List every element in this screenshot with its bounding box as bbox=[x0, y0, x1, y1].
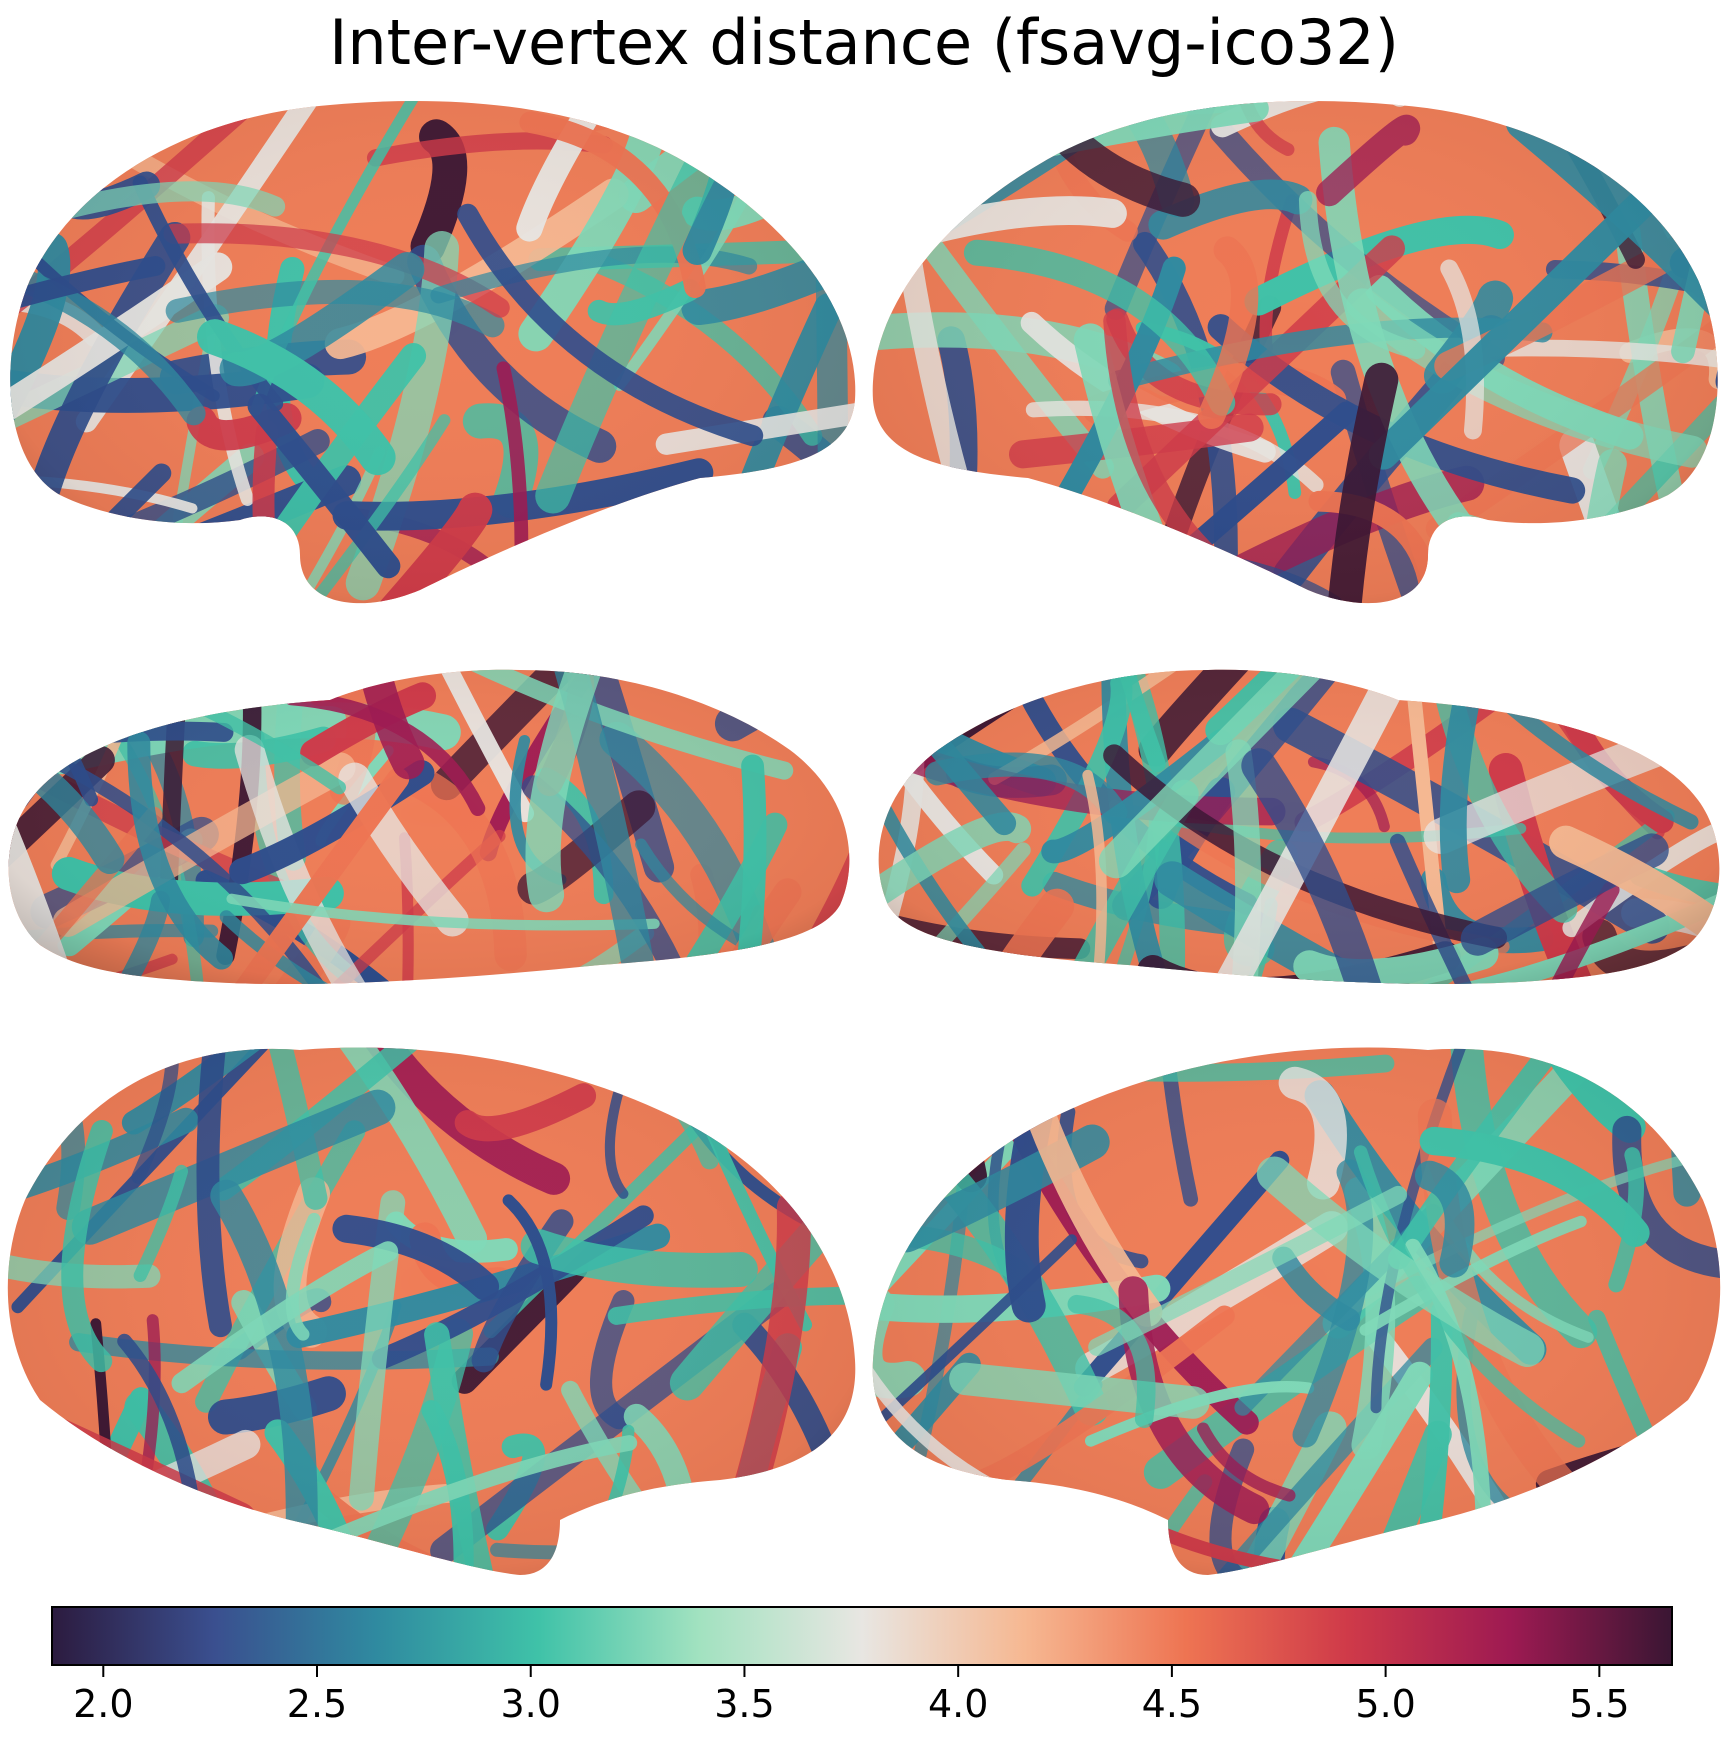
colorbar-tick-label: 5.5 bbox=[1569, 1682, 1629, 1726]
figure-title: Inter-vertex distance (fsavg-ico32) bbox=[329, 6, 1399, 79]
colorbar: 2.0 2.5 3.0 3.5 4.0 4.5 5.0 5.5 bbox=[51, 1606, 1673, 1726]
colorbar-ticks: 2.0 2.5 3.0 3.5 4.0 4.5 5.0 5.5 bbox=[73, 1665, 1630, 1726]
brain-lateral-right bbox=[872, 100, 1718, 604]
colorbar-tick-label: 4.5 bbox=[1142, 1682, 1202, 1726]
colorbar-tick-label: 3.0 bbox=[501, 1682, 561, 1726]
colorbar-tick-label: 4.0 bbox=[928, 1682, 988, 1726]
colorbar-gradient bbox=[51, 1606, 1673, 1666]
colorbar-tick-label: 2.0 bbox=[73, 1682, 133, 1726]
brain-medial-right bbox=[872, 1047, 1721, 1575]
colorbar-tick-label: 5.0 bbox=[1355, 1682, 1415, 1726]
surface-map-lateral-right bbox=[872, 100, 1718, 604]
colorbar-tick-label: 2.5 bbox=[287, 1682, 347, 1726]
surface-map-medial-right bbox=[872, 1047, 1721, 1575]
colorbar-tick-label: 3.5 bbox=[714, 1682, 774, 1726]
